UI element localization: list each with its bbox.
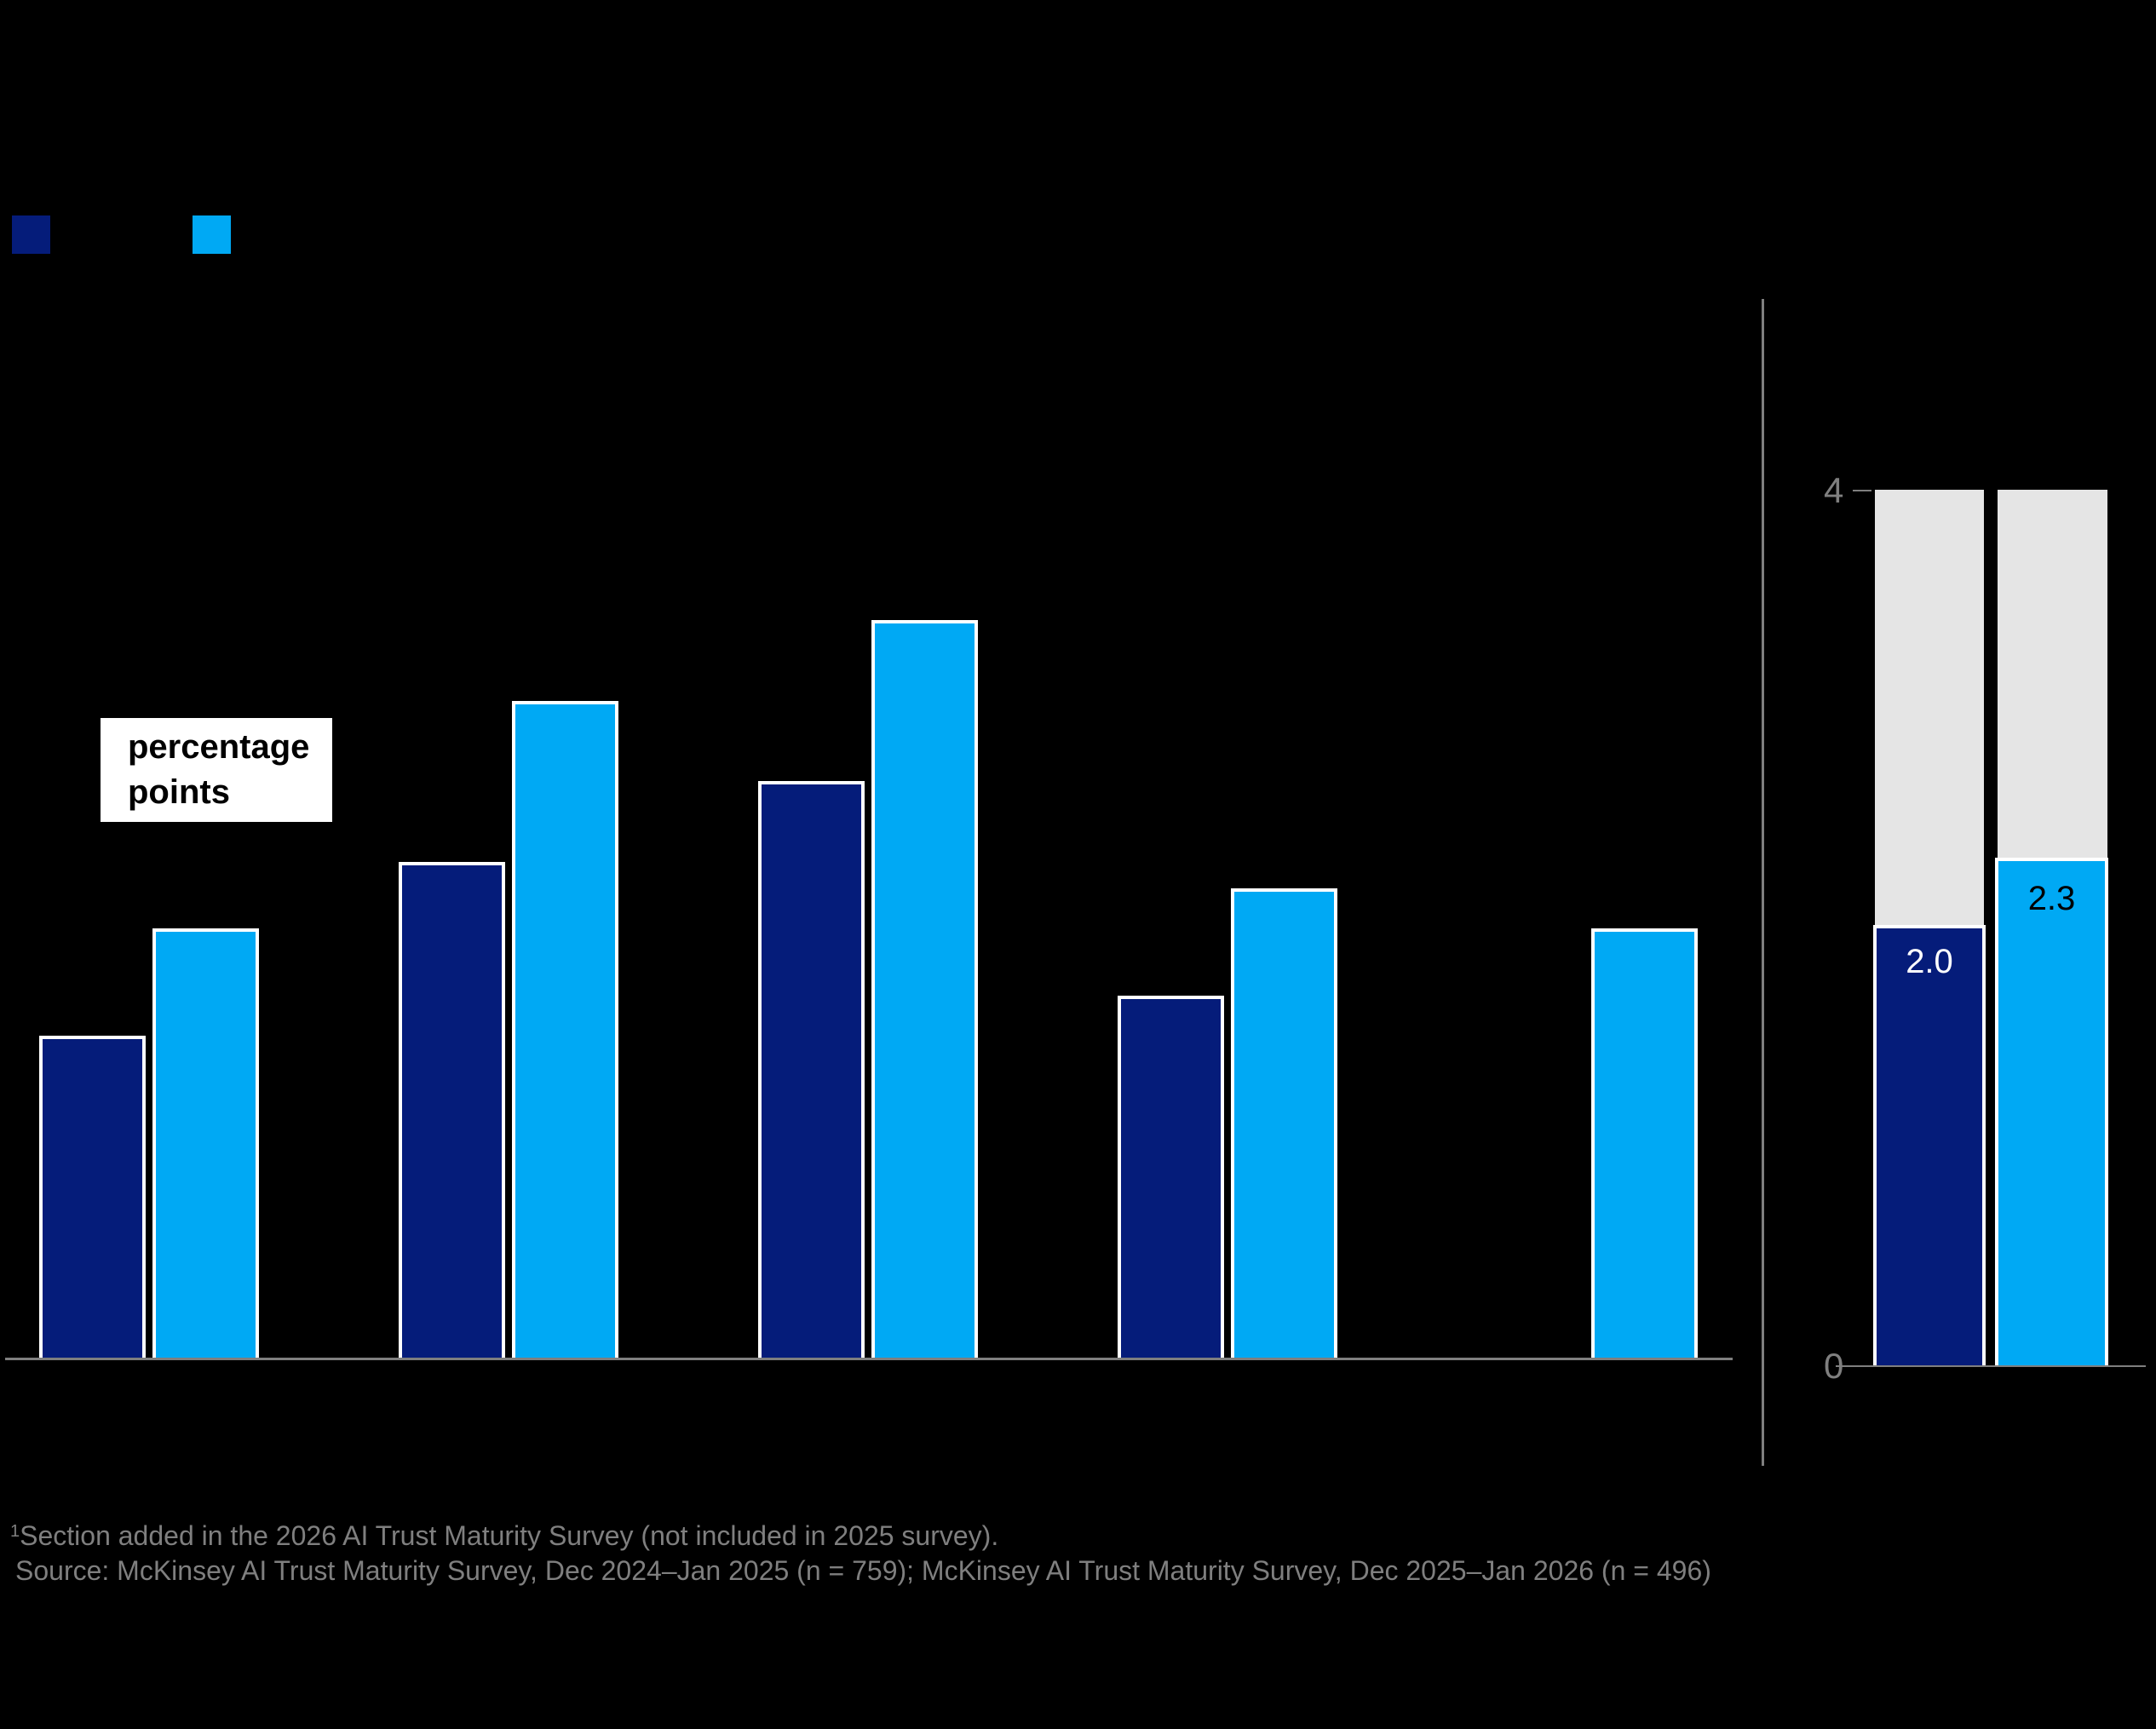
- bar-group3-2026: [871, 620, 978, 1359]
- left-baseline: [5, 1358, 1733, 1360]
- right-bar-2026-value: 2.3: [2027, 880, 2076, 917]
- right-baseline: [1836, 1365, 2146, 1367]
- annotation-percentage-points: percentage points: [101, 718, 332, 822]
- annotation-line1: percentage: [128, 728, 310, 766]
- bar-group4-2025: [1118, 996, 1224, 1359]
- bar-group4-2026: [1231, 888, 1337, 1359]
- annotation-line2: points: [128, 773, 230, 811]
- right-bar-2026: 2.3: [1995, 858, 2108, 1366]
- bar-group2-2026: [512, 701, 618, 1359]
- bar-group1-2026: [152, 928, 259, 1359]
- bar-group1-2025: [39, 1036, 146, 1359]
- footnote-marker: 1: [10, 1522, 20, 1541]
- right-tick-label-0: 0: [1824, 1346, 1844, 1386]
- legend-swatch-2026: [193, 215, 231, 254]
- right-tick-label-4: 4: [1824, 470, 1844, 510]
- bar-group5-2026: [1591, 928, 1698, 1359]
- right-bar-2025: 2.0: [1873, 925, 1986, 1366]
- right-tick-mark-4: [1853, 490, 1871, 491]
- legend-label-2026: 2026: [240, 220, 305, 252]
- footnote-note-text: Section added in the 2026 AI Trust Matur…: [20, 1520, 999, 1551]
- footnote-source: Source: McKinsey AI Trust Maturity Surve…: [15, 1555, 1711, 1586]
- legend-swatch-2025: [12, 215, 50, 254]
- bar-group2-2025: [399, 862, 505, 1359]
- right-bar-2025-value: 2.0: [1906, 943, 1953, 980]
- bar-group3-2025: [758, 781, 865, 1359]
- chart-divider: [1762, 299, 1764, 1466]
- legend-label-2025: 2025: [60, 220, 124, 252]
- footnote-section-added: 1Section added in the 2026 AI Trust Matu…: [10, 1520, 998, 1552]
